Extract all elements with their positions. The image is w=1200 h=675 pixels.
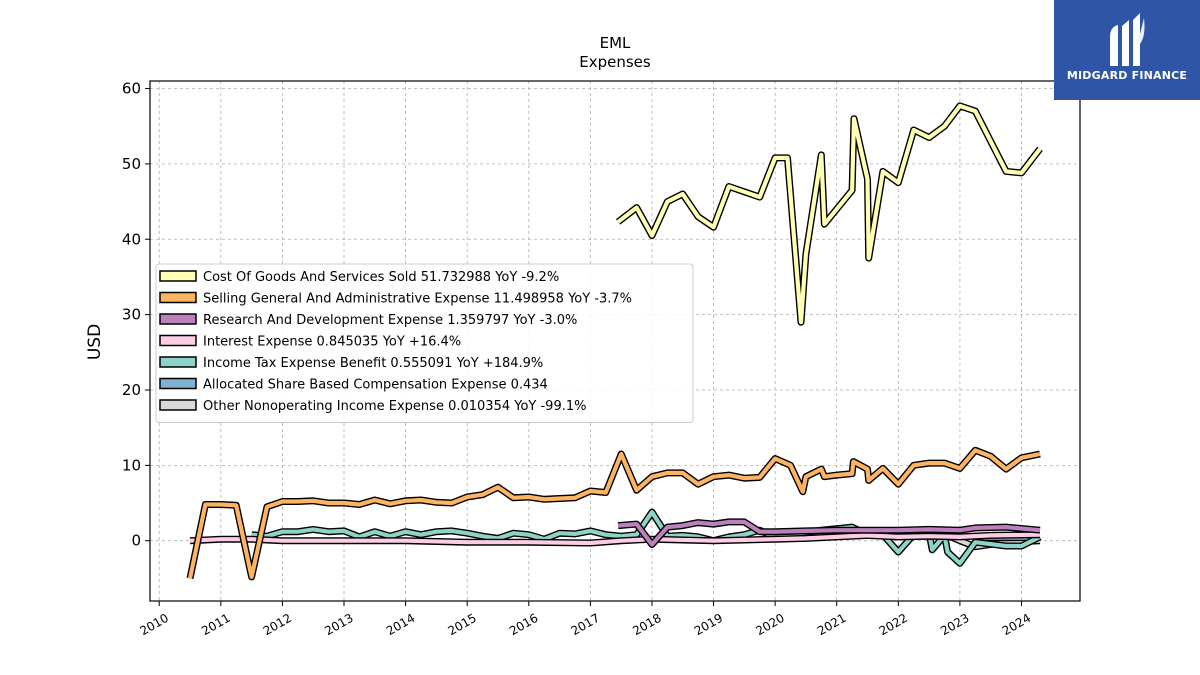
legend-swatch [159, 399, 197, 411]
legend-swatch [159, 356, 197, 368]
brand-name: MIDGARD FINANCE [1066, 69, 1188, 82]
legend-label: Cost Of Goods And Services Sold 51.73298… [203, 270, 559, 285]
legend-swatch [159, 377, 197, 390]
x-tick-label: 2011 [199, 611, 232, 638]
x-tick-label: 2017 [569, 611, 602, 638]
x-tick-label: 2013 [322, 611, 355, 638]
series-line [617, 519, 1041, 547]
y-tick-label: 50 [122, 155, 141, 173]
y-tick-label: 0 [131, 532, 141, 550]
plot-frame [149, 80, 1081, 602]
legend-swatch [159, 334, 197, 347]
legend-swatch [159, 313, 197, 325]
legend-box [155, 263, 694, 423]
x-tick-label: 2021 [815, 611, 848, 638]
legend-label: Allocated Share Based Compensation Expen… [203, 378, 548, 393]
y-tick-label: 40 [122, 230, 141, 248]
legend-swatch [159, 291, 197, 304]
chart-subtitle: Expenses [579, 53, 651, 71]
legend-label: Income Tax Expense Benefit 0.555091 YoY … [203, 356, 543, 371]
legend-label: Research And Development Expense 1.35979… [203, 313, 577, 328]
x-tick-label: 2014 [384, 611, 417, 638]
series-layer [186, 102, 1043, 581]
chart-title: EML [600, 34, 631, 52]
x-tick-label: 2010 [138, 611, 171, 638]
series-line [187, 448, 1041, 580]
x-tick-label: 2024 [1000, 611, 1033, 638]
y-tick-label: 20 [122, 381, 141, 399]
x-tick-label: 2022 [877, 611, 910, 638]
x-tick-label: 2015 [445, 611, 478, 638]
x-tick-label: 2020 [753, 611, 786, 638]
x-tick-label: 2019 [692, 611, 725, 638]
series-line [616, 103, 1042, 325]
brand-mark-icon [1110, 13, 1145, 66]
y-tick-label: 60 [122, 80, 141, 98]
x-tick-label: 2012 [261, 611, 294, 638]
y-tick-label: 10 [122, 456, 141, 474]
brand-logo: MIDGARD FINANCE [1054, 0, 1200, 100]
legend-label: Selling General And Administrative Expen… [203, 292, 632, 307]
y-tick-label: 30 [122, 306, 141, 324]
legend-label: Interest Expense 0.845035 YoY +16.4% [203, 335, 461, 350]
x-tick-label: 2018 [630, 611, 663, 638]
y-axis-label: USD [85, 324, 105, 360]
x-tick-label: 2023 [938, 611, 971, 638]
legend[interactable]: Cost Of Goods And Services Sold 51.73298… [155, 263, 694, 423]
legend-label: Other Nonoperating Income Expense 0.0103… [203, 399, 586, 414]
legend-swatch [159, 270, 197, 282]
x-tick-label: 2016 [507, 611, 540, 638]
